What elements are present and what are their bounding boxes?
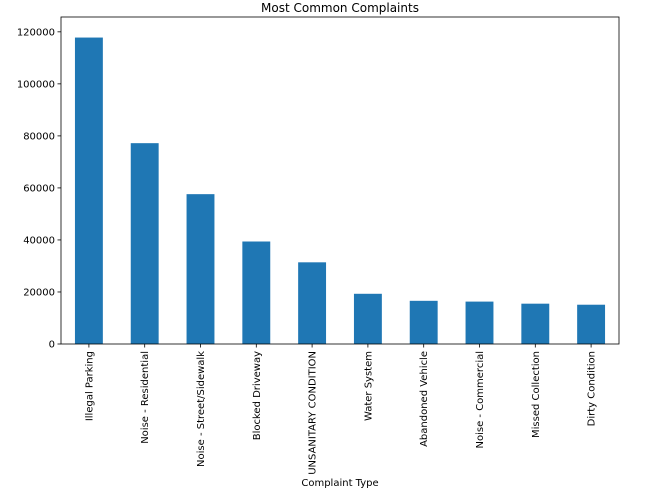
x-tick-label: Noise - Commercial <box>475 351 486 449</box>
chart-title: Most Common Complaints <box>261 1 419 15</box>
x-tick-label: Noise - Residential <box>140 351 151 444</box>
y-tick-label: 100000 <box>17 79 55 90</box>
y-tick-label: 60000 <box>23 183 55 194</box>
y-tick-label: 20000 <box>23 287 55 298</box>
y-tick-label: 40000 <box>23 235 55 246</box>
x-tick-label: Missed Collection <box>531 351 542 438</box>
x-tick-label: Illegal Parking <box>84 351 95 421</box>
bar <box>298 262 327 344</box>
bar <box>521 303 550 344</box>
y-tick-label: 0 <box>49 340 55 351</box>
bar <box>409 300 438 344</box>
x-tick-label: Abandoned Vehicle <box>419 351 430 447</box>
x-tick-label: Dirty Condition <box>587 351 598 426</box>
x-tick-label: UNSANITARY CONDITION <box>308 351 319 475</box>
bars-group <box>74 37 606 345</box>
plot-frame <box>60 16 620 345</box>
bar <box>353 293 382 344</box>
x-axis: Illegal Parking Noise - Residential Noise … <box>84 344 598 475</box>
bar <box>242 241 271 344</box>
x-axis-label: Complaint Type <box>301 478 378 489</box>
y-axis: 0 20000 40000 60000 80000 100000 120000 <box>17 27 61 351</box>
bar <box>186 194 215 344</box>
x-tick-label: Water System <box>363 351 374 421</box>
bar <box>577 304 606 344</box>
y-tick-label: 80000 <box>23 131 55 142</box>
y-tick-label: 120000 <box>17 27 55 38</box>
bar <box>74 37 103 345</box>
bar <box>465 301 494 344</box>
x-tick-label: Noise - Street/Sidewalk <box>196 351 207 467</box>
bar <box>130 143 159 344</box>
x-tick-label: Blocked Driveway <box>252 351 263 440</box>
